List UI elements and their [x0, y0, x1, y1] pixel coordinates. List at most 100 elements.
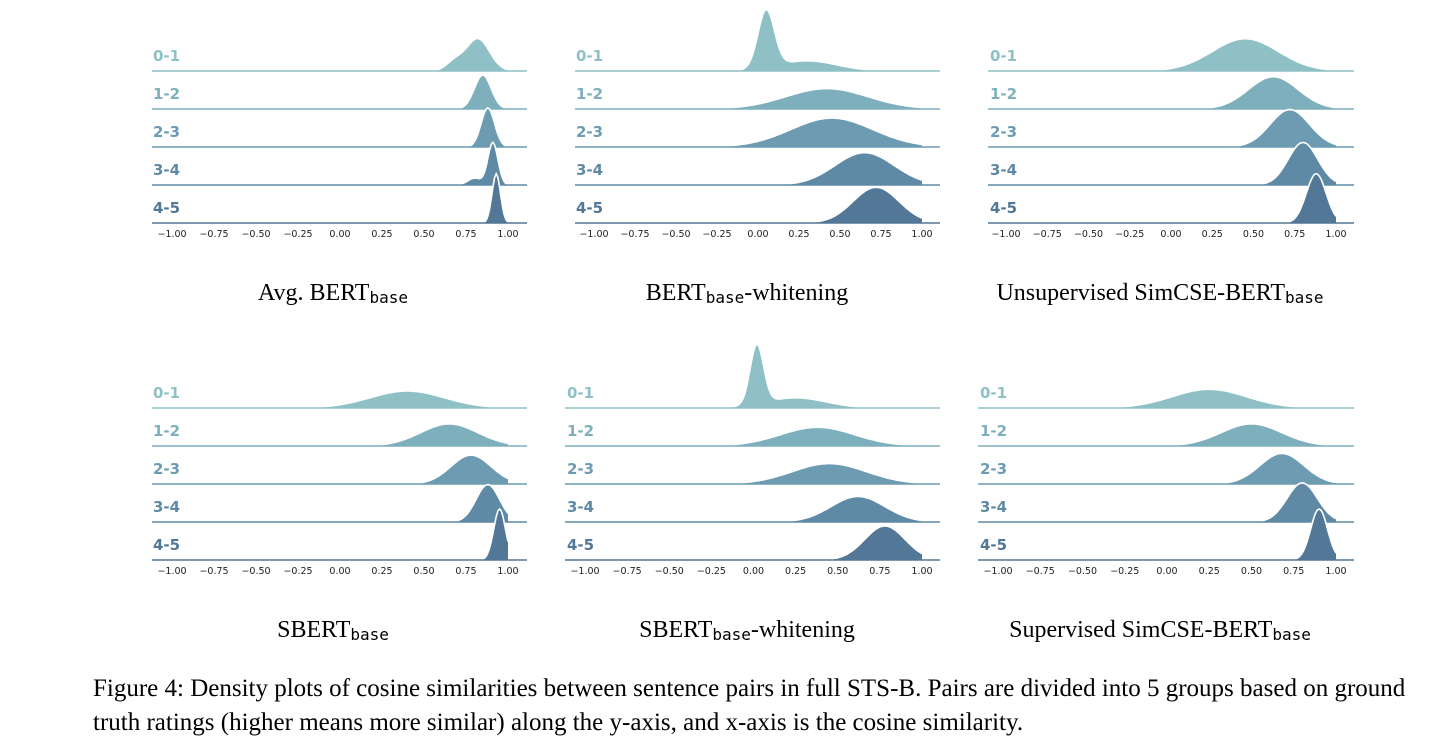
density-plots: 0-1 1-2 2-3 3-4 4-5 −1.00 −0.75 −0.50 −0.25 0.00 0… — [152, 8, 1354, 577]
group-label: 4-5 — [567, 536, 594, 554]
x-tick-label: 1.00 — [1325, 566, 1346, 577]
x-tick-label: 0.25 — [371, 229, 392, 240]
x-tick-label: 1.00 — [911, 566, 932, 577]
x-tick-label: −0.50 — [1068, 566, 1097, 577]
group-label: 1-2 — [980, 422, 1007, 440]
x-tick-label: −0.75 — [1026, 566, 1055, 577]
density-area — [585, 463, 922, 484]
x-tick-label: 0.75 — [1283, 566, 1304, 577]
group-label: 1-2 — [153, 85, 180, 103]
x-tick-label: −0.50 — [1074, 229, 1103, 240]
plot-title-subscript: base — [1285, 288, 1324, 307]
plot-title-main: Unsupervised SimCSE-BERT — [996, 280, 1286, 306]
x-tick-label: 0.00 — [747, 229, 768, 240]
group-label: 0-1 — [153, 47, 180, 65]
density-area — [172, 455, 508, 484]
density-area — [172, 107, 508, 147]
x-tick-label: −0.75 — [620, 229, 649, 240]
x-tick-label: 0.25 — [1199, 566, 1220, 577]
x-tick-label: −1.00 — [983, 566, 1012, 577]
group-label: 1-2 — [153, 422, 180, 440]
x-tick-label: 1.00 — [911, 229, 932, 240]
plot-panel-6: 0-1 1-2 2-3 3-4 4-5 −1.00 −0.75 −0.50 −0.25 0.00 0… — [978, 384, 1354, 577]
x-tick-label: −0.25 — [1110, 566, 1139, 577]
group-label: 2-3 — [567, 460, 594, 478]
plot-title-main: SBERT — [639, 617, 713, 643]
group-label: 0-1 — [990, 47, 1017, 65]
plot-title-suffix: -whitening — [750, 617, 855, 643]
x-tick-label: 0.25 — [788, 229, 809, 240]
x-tick-label: 0.00 — [1160, 229, 1181, 240]
x-tick-label: −1.00 — [157, 566, 186, 577]
group-label: 4-5 — [153, 199, 180, 217]
x-tick-label: 0.50 — [829, 229, 850, 240]
x-tick-label: 0.00 — [329, 229, 350, 240]
density-area — [585, 344, 922, 408]
group-label: 2-3 — [576, 123, 603, 141]
x-tick-label: 0.25 — [1202, 229, 1223, 240]
plot-title: Supervised SimCSE-BERTbase — [950, 617, 1370, 644]
group-label: 1-2 — [567, 422, 594, 440]
group-label: 3-4 — [980, 498, 1007, 516]
plot-panel-1: 0-1 1-2 2-3 3-4 4-5 −1.00 −0.75 −0.50 −0.25 0.00 0… — [152, 37, 527, 240]
density-area — [172, 391, 508, 408]
group-label: 2-3 — [153, 123, 180, 141]
density-area — [585, 427, 922, 446]
density-outline — [172, 483, 509, 523]
plot-title: BERTbase-whitening — [537, 280, 957, 307]
x-tick-label: −0.50 — [655, 566, 684, 577]
group-label: 4-5 — [990, 199, 1017, 217]
group-label: 1-2 — [576, 85, 603, 103]
x-tick-label: −1.00 — [579, 229, 608, 240]
density-area — [594, 187, 922, 223]
density-area — [998, 453, 1336, 484]
plot-panel-2: 0-1 1-2 2-3 3-4 4-5 −1.00 −0.75 −0.50 −0.25 0.00 0… — [575, 8, 940, 240]
x-tick-label: 0.75 — [869, 566, 890, 577]
density-area — [594, 88, 922, 109]
plot-title: SBERTbase — [123, 617, 543, 644]
density-area — [172, 75, 508, 109]
plot-panel-3: 0-1 1-2 2-3 3-4 4-5 −1.00 −0.75 −0.50 −0.25 0.00 0… — [988, 37, 1354, 240]
group-label: 3-4 — [153, 161, 180, 179]
density-area — [1006, 76, 1336, 109]
density-area — [172, 142, 508, 185]
density-area — [594, 152, 922, 185]
density-outline — [172, 106, 509, 148]
x-tick-label: −1.00 — [157, 229, 186, 240]
x-tick-label: −0.75 — [1033, 229, 1062, 240]
x-tick-label: −0.75 — [199, 566, 228, 577]
plot-title-subscript: base — [705, 288, 745, 307]
x-tick-label: −0.50 — [241, 566, 270, 577]
group-label: 3-4 — [567, 498, 594, 516]
density-area — [998, 509, 1336, 560]
density-area — [594, 9, 922, 72]
density-area — [594, 118, 922, 147]
group-label: 2-3 — [990, 123, 1017, 141]
group-label: 3-4 — [153, 498, 180, 516]
x-tick-label: 0.50 — [413, 566, 434, 577]
x-tick-label: −0.25 — [1115, 229, 1144, 240]
density-area — [1006, 173, 1336, 223]
x-tick-label: 0.75 — [870, 229, 891, 240]
density-area — [1006, 109, 1336, 147]
x-tick-label: −0.75 — [613, 566, 642, 577]
x-tick-label: 0.00 — [743, 566, 764, 577]
density-area — [998, 423, 1336, 446]
group-label: 2-3 — [980, 460, 1007, 478]
x-tick-label: 0.25 — [785, 566, 806, 577]
x-tick-label: 0.50 — [827, 566, 848, 577]
group-label: 0-1 — [567, 384, 594, 402]
group-label: 0-1 — [576, 47, 603, 65]
x-tick-label: −1.00 — [991, 229, 1020, 240]
x-tick-label: 0.50 — [413, 229, 434, 240]
x-tick-label: 1.00 — [497, 566, 518, 577]
density-area — [172, 38, 508, 71]
plot-title-main: Avg. BERT — [258, 280, 370, 306]
density-area — [1006, 142, 1336, 185]
x-tick-label: 0.00 — [1156, 566, 1177, 577]
x-tick-label: −0.25 — [283, 229, 312, 240]
x-tick-label: 0.25 — [371, 566, 392, 577]
x-tick-label: −0.25 — [702, 229, 731, 240]
group-label: 0-1 — [980, 384, 1007, 402]
